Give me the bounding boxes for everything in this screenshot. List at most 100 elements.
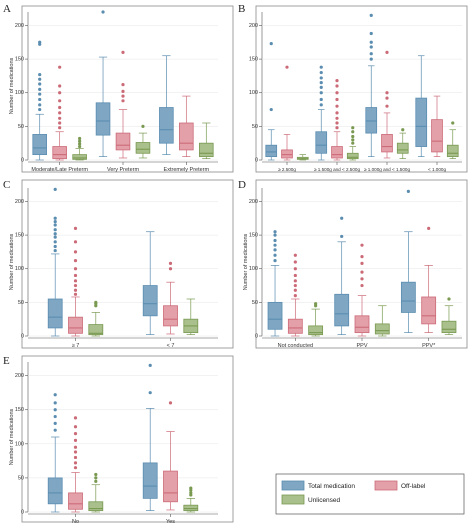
- panel-letter: D: [238, 179, 246, 191]
- outlier-point: [335, 116, 339, 120]
- outlier-point: [340, 216, 344, 220]
- box-iqr: [441, 320, 457, 334]
- box-total-0: [32, 40, 47, 161]
- outlier-point: [406, 189, 410, 193]
- box-iqr: [68, 316, 83, 334]
- box-unlicensed-2: [441, 297, 457, 336]
- outlier-point: [73, 425, 78, 429]
- outlier-point: [53, 248, 57, 253]
- y-tick-label: 100: [15, 90, 24, 96]
- outlier-point: [351, 126, 355, 130]
- outlier-point: [78, 144, 82, 149]
- outlier-point: [73, 267, 78, 271]
- outlier-point: [73, 445, 78, 449]
- outlier-point: [148, 363, 152, 368]
- x-tick-label: ≥ 1.000g and < 1.500g: [364, 167, 411, 172]
- outlier-point: [319, 81, 323, 85]
- outlier-point: [73, 288, 78, 292]
- outlier-point: [319, 91, 323, 95]
- y-tick-label: 200: [15, 373, 24, 379]
- outlier-point: [58, 65, 62, 69]
- panel-letter: E: [3, 355, 10, 367]
- chart-panel-d: D 0 50 100 150 200 Number of medications Not co…: [238, 179, 468, 349]
- box-iqr: [396, 142, 409, 154]
- y-axis-label: Number of medications: [243, 233, 249, 290]
- y-tick-label: 0: [21, 333, 24, 339]
- box-total-2: [365, 13, 378, 157]
- outlier-point: [319, 76, 323, 80]
- box-unlicensed-0: [296, 154, 309, 161]
- outlier-point: [53, 414, 57, 419]
- outlier-point: [78, 136, 82, 141]
- y-tick-label: 50: [18, 300, 24, 306]
- x-tick-label: ≥ 7: [72, 343, 80, 349]
- y-tick-label: 150: [15, 407, 24, 413]
- y-tick-label: 200: [15, 23, 24, 29]
- outlier-point: [369, 31, 373, 36]
- outlier-point: [189, 491, 193, 495]
- legend-label-offlabel: Off-label: [401, 483, 426, 490]
- box-total-1: [95, 10, 111, 157]
- outlier-point: [38, 92, 42, 96]
- box-offlabel-1: [331, 79, 343, 161]
- outlier-point: [53, 244, 57, 249]
- box-unlicensed-1: [346, 126, 359, 161]
- outlier-point: [319, 103, 323, 107]
- y-tick-label: 50: [18, 124, 24, 130]
- outlier-point: [38, 82, 42, 86]
- outlier-point: [53, 401, 57, 405]
- box-iqr: [163, 305, 178, 327]
- outlier-point: [293, 273, 297, 278]
- y-tick-label: 200: [15, 199, 24, 205]
- outlier-point: [168, 401, 173, 405]
- outlier-point: [285, 65, 289, 69]
- outlier-point: [53, 428, 57, 432]
- box-iqr: [308, 325, 324, 336]
- box-unlicensed-0: [308, 302, 324, 337]
- box-unlicensed-1: [183, 298, 199, 336]
- outlier-point: [121, 94, 125, 98]
- box-iqr: [381, 134, 393, 153]
- outlier-point: [38, 107, 42, 112]
- box-offlabel-3: [431, 95, 443, 157]
- outlier-point: [385, 96, 389, 100]
- x-tick-label: PPV*: [422, 343, 436, 349]
- box-iqr: [47, 298, 63, 329]
- outlier-point: [73, 461, 78, 465]
- chart-panel-e: E 0 50 100 150 200 Number of medications No Yes: [3, 355, 234, 525]
- outlier-point: [94, 472, 98, 477]
- legend: Total medication Off-label Unlicensed: [275, 473, 465, 515]
- outlier-point: [58, 91, 62, 95]
- outlier-point: [73, 455, 78, 460]
- box-iqr: [142, 285, 158, 317]
- box-iqr: [115, 132, 131, 151]
- outlier-point: [273, 230, 277, 234]
- x-tick-label: ≥ 1.500g and < 2.500g: [314, 167, 361, 172]
- y-tick-label: 0: [21, 509, 24, 515]
- y-tick-label: 200: [249, 199, 258, 205]
- box-iqr: [281, 149, 293, 159]
- outlier-point: [335, 126, 339, 130]
- box-unlicensed-1: [374, 305, 390, 337]
- outlier-point: [38, 72, 42, 77]
- outlier-point: [58, 105, 62, 110]
- y-tick-label: 150: [249, 57, 258, 63]
- outlier-point: [101, 10, 105, 14]
- outlier-point: [53, 235, 57, 239]
- box-iqr: [32, 134, 47, 156]
- outlier-point: [73, 273, 78, 278]
- box-unlicensed-1: [135, 124, 151, 159]
- box-offlabel-2: [381, 50, 393, 159]
- outlier-point: [53, 421, 57, 425]
- box-total-3: [415, 55, 428, 157]
- y-tick-label: 150: [15, 233, 24, 239]
- outlier-point: [385, 104, 389, 108]
- outlier-point: [269, 42, 273, 46]
- outlier-point: [58, 84, 62, 88]
- outlier-point: [319, 97, 323, 102]
- box-offlabel-2: [179, 95, 194, 157]
- box-offlabel-0: [281, 65, 293, 161]
- outlier-point: [58, 116, 62, 120]
- box-unlicensed-2: [199, 122, 214, 160]
- legend-swatch-offlabel: [374, 480, 398, 491]
